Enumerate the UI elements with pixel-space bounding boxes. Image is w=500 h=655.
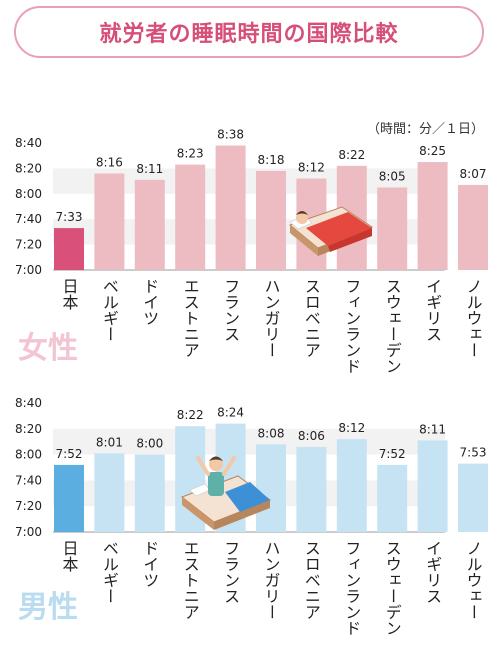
panel-label: 女性 [18, 331, 78, 366]
y-tick-label: 8:00 [15, 187, 42, 201]
bar [134, 454, 165, 532]
bar [256, 444, 286, 532]
y-tick-label: 7:40 [15, 473, 42, 487]
value-label: 8:07 [460, 167, 487, 181]
value-label: 7:53 [460, 446, 487, 460]
y-tick-label: 7:20 [15, 499, 42, 513]
bar [94, 173, 125, 270]
value-label: 8:25 [419, 144, 446, 158]
y-tick-label: 8:20 [15, 422, 42, 436]
bar-panel: 8:40 8:20 8:00 7:40 7:20 7:00 7:52 日本 8:01 ベルギー 8:… [15, 396, 488, 636]
category-label: 日本 [60, 540, 79, 572]
bar [134, 179, 165, 270]
category-label: エストニア [181, 540, 200, 620]
category-label: ノルウェー [464, 278, 483, 358]
value-label: 8:11 [419, 422, 446, 436]
bar [94, 453, 125, 532]
category-label: ドイツ [140, 540, 159, 588]
waking-man-icon [180, 456, 272, 530]
category-label: スウェーデン [383, 540, 402, 636]
bar-panel: 8:40 8:20 8:00 7:40 7:20 7:00 7:33 日本 8:16 ベルギー 8:… [15, 128, 488, 374]
y-tick-label: 7:00 [15, 525, 42, 539]
category-label: イギリス [423, 540, 442, 604]
title-banner: 就労者の睡眠時間の国際比較 [14, 6, 484, 58]
value-label: 8:05 [379, 169, 406, 183]
value-label: 8:12 [338, 421, 365, 435]
value-label: 8:38 [217, 128, 244, 142]
value-label: 8:18 [258, 153, 285, 167]
category-label: フランス [221, 278, 240, 342]
y-tick-label: 8:40 [15, 136, 42, 150]
category-label: ドイツ [140, 278, 159, 326]
category-label: ベルギー [100, 278, 119, 342]
bar [336, 439, 367, 532]
page-title: 就労者の睡眠時間の国際比較 [99, 22, 399, 47]
category-label: 日本 [60, 278, 79, 310]
bar [377, 464, 408, 532]
value-label: 7:52 [56, 447, 83, 461]
y-tick-label: 7:20 [15, 238, 42, 252]
bar [54, 228, 84, 270]
value-label: 7:33 [56, 210, 83, 224]
y-tick-label: 7:40 [15, 212, 42, 226]
value-label: 8:01 [96, 435, 123, 449]
value-label: 8:16 [96, 155, 123, 169]
value-label: 8:23 [177, 147, 204, 161]
value-label: 8:12 [298, 161, 325, 175]
category-label: フィンランド [342, 278, 361, 374]
category-label: エストニア [181, 278, 200, 358]
value-label: 7:52 [379, 447, 406, 461]
bar [296, 446, 327, 532]
value-label: 8:06 [298, 429, 325, 443]
category-label: ノルウェー [464, 540, 483, 620]
panel-label: 男性 [18, 590, 78, 625]
value-label: 8:24 [217, 406, 244, 420]
category-label: スウェーデン [383, 278, 402, 374]
bar [458, 463, 488, 532]
category-label: ハンガリー [262, 540, 281, 620]
y-tick-label: 8:40 [15, 396, 42, 410]
bar [175, 164, 206, 270]
y-tick-label: 8:20 [15, 161, 42, 175]
value-label: 8:22 [177, 408, 204, 422]
value-label: 8:08 [258, 426, 285, 440]
category-label: スロベニア [302, 540, 321, 620]
sleeping-woman-icon [288, 206, 374, 256]
bar [417, 162, 448, 270]
value-label: 8:00 [136, 437, 163, 451]
bar [458, 184, 488, 270]
category-label: ハンガリー [262, 278, 281, 358]
bar [256, 170, 286, 270]
category-label: ベルギー [100, 540, 119, 604]
grid-band [53, 428, 445, 455]
bar [54, 464, 84, 532]
y-tick-label: 8:00 [15, 448, 42, 462]
value-label: 8:22 [338, 148, 365, 162]
category-label: スロベニア [302, 278, 321, 358]
unit-note: （時間：分／１日） [366, 122, 484, 137]
category-label: フィンランド [342, 540, 361, 636]
bar [215, 145, 246, 270]
y-tick-label: 7:00 [15, 263, 42, 277]
bar [377, 187, 408, 270]
bar [417, 440, 448, 532]
category-label: フランス [221, 540, 240, 604]
value-label: 8:11 [136, 162, 163, 176]
category-label: イギリス [423, 278, 442, 342]
